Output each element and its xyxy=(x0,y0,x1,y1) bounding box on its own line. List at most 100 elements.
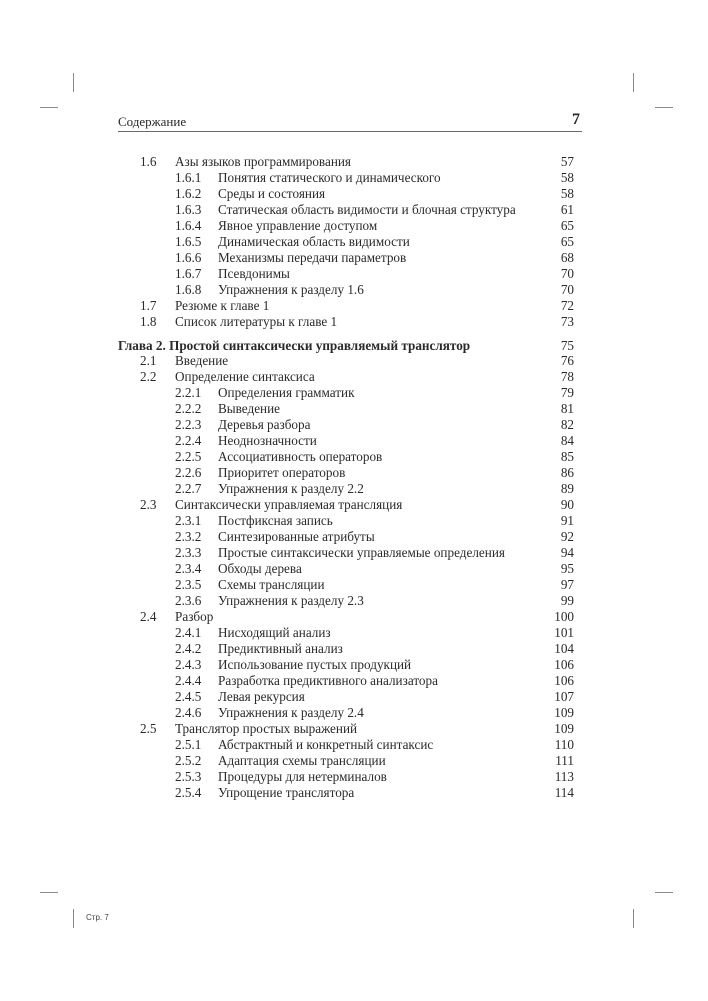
toc-entry-number: 1.6.7 xyxy=(175,266,202,281)
toc-entry-number: 1.6.8 xyxy=(175,282,202,297)
toc-entry[interactable]: 1.6.8 Упражнения к разделу 1.6 70 xyxy=(118,282,574,298)
toc-entry-title: Синтезированные атрибуты xyxy=(218,529,375,544)
crop-mark xyxy=(633,73,634,92)
toc-entry-number: 2.2.3 xyxy=(175,417,202,432)
toc-entry[interactable]: 2.4.5 Левая рекурсия 107 xyxy=(118,689,574,705)
toc-entry-title: Ассоциативность операторов xyxy=(218,449,383,464)
toc-entry[interactable]: 2.3.5 Схемы трансляции 97 xyxy=(118,577,574,593)
toc-entry[interactable]: 2.4.6 Упражнения к разделу 2.4 109 xyxy=(118,705,574,721)
toc-entry[interactable]: 2.2.3 Деревья разбора 82 xyxy=(118,417,574,433)
toc-entry-title: Список литературы к главе 1 xyxy=(175,314,338,329)
crop-mark xyxy=(40,107,58,108)
toc-entry-number: 2.5.3 xyxy=(175,769,202,784)
toc-entry[interactable]: 2.3.3 Простые синтаксически управляемые о… xyxy=(118,545,574,561)
toc-entry-title: Постфиксная запись xyxy=(218,513,333,528)
toc-entry-number: 2.4.5 xyxy=(175,689,202,704)
toc-entry[interactable]: 1.6.6 Механизмы передачи параметров 68 xyxy=(118,250,574,266)
toc-entry-number: 2.4.4 xyxy=(175,673,202,688)
toc-entry-page: 65 xyxy=(560,234,574,249)
toc-entry-page: 100 xyxy=(554,609,574,624)
toc-entry-number: 2.5.2 xyxy=(175,753,202,768)
toc-entry-number: 2.3.2 xyxy=(175,529,202,544)
toc-entry-page: 90 xyxy=(560,497,574,512)
toc-entry[interactable]: 2.5.3 Процедуры для нетерминалов 113 xyxy=(118,769,574,785)
toc-entry-page: 85 xyxy=(560,449,574,464)
toc-entry[interactable]: 1.7 Резюме к главе 1 72 xyxy=(118,298,574,314)
toc-entry-page: 106 xyxy=(554,657,574,672)
toc-entry-title: Использование пустых продукций xyxy=(218,657,412,672)
toc-entry[interactable]: 2.4 Разбор 100 xyxy=(118,609,574,625)
toc-entry-number: 2.2.4 xyxy=(175,433,202,448)
toc-entry[interactable]: 2.2.4 Неоднозначности 84 xyxy=(118,433,574,449)
header-page-number: 7 xyxy=(572,111,580,128)
toc-entry-title: Упражнения к разделу 1.6 xyxy=(218,282,364,297)
toc-entry-title: Упражнения к разделу 2.3 xyxy=(218,593,364,608)
toc-entry[interactable]: 2.5.1 Абстрактный и конкретный синтаксис 1… xyxy=(118,737,574,753)
toc-entry-number: 1.6.3 xyxy=(175,202,202,217)
toc-entry-number: 2.2.1 xyxy=(175,385,202,400)
toc-entry[interactable]: 2.3.4 Обходы дерева 95 xyxy=(118,561,574,577)
toc-entry-title: Определение синтаксиса xyxy=(175,369,315,384)
toc-entry-title: Упражнения к разделу 2.2 xyxy=(218,481,364,496)
toc-entry-title: Среды и состояния xyxy=(218,186,326,201)
toc-entry[interactable]: 2.4.4 Разработка предиктивного анализатор… xyxy=(118,673,574,689)
toc-entry[interactable]: 2.4.1 Нисходящий анализ 101 xyxy=(118,625,574,641)
toc-entry-page: 78 xyxy=(560,369,574,384)
toc-entry[interactable]: 2.3.1 Постфиксная запись 91 xyxy=(118,513,574,529)
toc-entry-page: 58 xyxy=(560,170,574,185)
toc-entry[interactable]: 1.6.4 Явное управление доступом 65 xyxy=(118,218,574,234)
toc-entry-page: 95 xyxy=(560,561,574,576)
toc-entry-page: 107 xyxy=(554,689,574,704)
toc-entry-title: Упражнения к разделу 2.4 xyxy=(218,705,364,720)
toc-entry-title: Синтаксически управляемая трансляция xyxy=(175,497,403,512)
toc-entry[interactable]: 2.2.5 Ассоциативность операторов 85 xyxy=(118,449,574,465)
toc-entry-title: Определения грамматик xyxy=(218,385,355,400)
toc-entry-number: 2.5.4 xyxy=(175,785,202,800)
toc-entry[interactable]: 2.2 Определение синтаксиса 78 xyxy=(118,369,574,385)
toc-entry-number: 2.3.4 xyxy=(175,561,202,576)
crop-mark xyxy=(40,892,58,893)
toc-entry[interactable]: 1.6.7 Псевдонимы 70 xyxy=(118,266,574,282)
toc-entry[interactable]: 2.3.2 Синтезированные атрибуты 92 xyxy=(118,529,574,545)
toc-entry-title: Выведение xyxy=(218,401,281,416)
toc-entry[interactable]: 1.6 Азы языков программирования 57 xyxy=(118,154,574,170)
toc-entry[interactable]: 1.6.1 Понятия статического и динамическог… xyxy=(118,170,574,186)
toc-entry-number: 2.3.6 xyxy=(175,593,202,608)
toc-entry-title: Разбор xyxy=(175,609,214,624)
toc-entry[interactable]: 2.5 Транслятор простых выражений 109 xyxy=(118,721,574,737)
toc-entry-page: 58 xyxy=(560,186,574,201)
toc-entry-page: 99 xyxy=(560,593,574,608)
toc-entry[interactable]: 2.3.6 Упражнения к разделу 2.3 99 xyxy=(118,593,574,609)
toc-entry-title: Простые синтаксически управляемые опреде… xyxy=(218,545,505,560)
toc-entry[interactable]: 2.5.4 Упрощение транслятора 114 xyxy=(118,785,574,801)
toc-entry-page: 76 xyxy=(560,353,574,368)
toc-entry-title: Механизмы передачи параметров xyxy=(218,250,407,265)
toc-entry[interactable]: 2.4.2 Предиктивный анализ 104 xyxy=(118,641,574,657)
toc-entry[interactable]: 2.2.1 Определения грамматик 79 xyxy=(118,385,574,401)
toc-chapter-entry[interactable]: Глава 2. Простой синтаксически управляем… xyxy=(118,330,574,353)
toc-entry[interactable]: 2.5.2 Адаптация схемы трансляции 111 xyxy=(118,753,574,769)
toc-entry-title: Статическая область видимости и блочная … xyxy=(218,202,516,217)
toc-entry[interactable]: 2.1 Введение 76 xyxy=(118,353,574,369)
toc-entry-page: 70 xyxy=(560,282,574,297)
toc-entry[interactable]: 2.3 Синтаксически управляемая трансляция 9… xyxy=(118,497,574,513)
toc-entry-title: Упрощение транслятора xyxy=(218,785,355,800)
toc-entry-page: 97 xyxy=(560,577,574,592)
toc-entry-number: 1.8 xyxy=(140,314,157,329)
toc-entry[interactable]: 1.6.3 Статическая область видимости и бло… xyxy=(118,202,574,218)
toc-entry-page: 84 xyxy=(560,433,574,448)
toc-entry-number: 1.6.2 xyxy=(175,186,202,201)
toc-entry[interactable]: 2.2.2 Выведение 81 xyxy=(118,401,574,417)
toc-entry-page: 86 xyxy=(560,465,574,480)
toc-entry[interactable]: 1.6.2 Среды и состояния 58 xyxy=(118,186,574,202)
toc-entry-title: Адаптация схемы трансляции xyxy=(218,753,386,768)
toc-entry-number: 2.3.1 xyxy=(175,513,202,528)
toc-entry[interactable]: 1.8 Список литературы к главе 1 73 xyxy=(118,314,574,330)
toc-entry[interactable]: 2.2.6 Приоритет операторов 86 xyxy=(118,465,574,481)
toc-entry-title: Псевдонимы xyxy=(218,266,290,281)
header-title: Содержание xyxy=(118,114,187,129)
toc-entry[interactable]: 2.4.3 Использование пустых продукций 106 xyxy=(118,657,574,673)
footer-page-label: Стр. 7 xyxy=(86,913,109,922)
toc-entry[interactable]: 2.2.7 Упражнения к разделу 2.2 89 xyxy=(118,481,574,497)
toc-entry[interactable]: 1.6.5 Динамическая область видимости 65 xyxy=(118,234,574,250)
